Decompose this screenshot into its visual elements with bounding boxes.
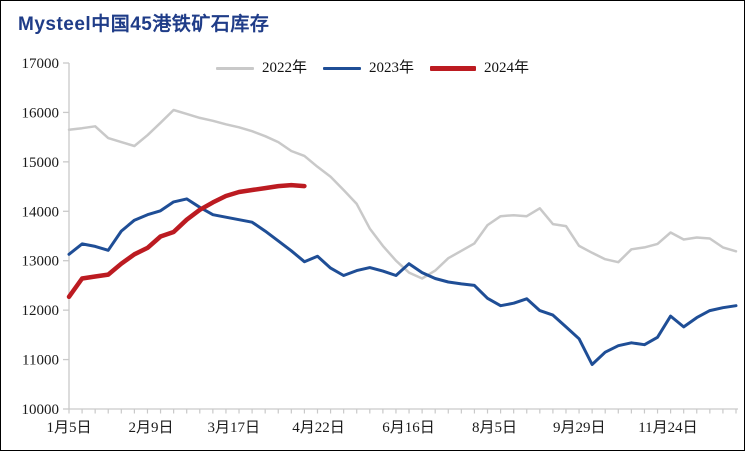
y-tick-label: 14000 bbox=[22, 204, 60, 220]
legend-swatch-icon bbox=[215, 67, 254, 70]
x-tick-label: 8月5日 bbox=[472, 420, 517, 436]
y-tick-label: 15000 bbox=[22, 155, 60, 171]
y-tick-label: 11000 bbox=[22, 353, 59, 369]
series-line-2024 bbox=[66, 182, 307, 300]
legend-swatch-icon bbox=[322, 67, 361, 70]
chart-legend: 2022年 2023年 2024年 bbox=[1, 61, 744, 76]
y-tick-label: 10000 bbox=[22, 402, 60, 418]
y-tick-label: 17000 bbox=[22, 56, 60, 72]
x-tick-label: 3月17日 bbox=[207, 420, 260, 436]
x-tick-label: 9月29日 bbox=[553, 420, 606, 436]
x-tick-label: 1月5日 bbox=[46, 420, 91, 436]
x-tick-label: 6月16日 bbox=[382, 420, 435, 436]
y-tick-label: 16000 bbox=[22, 105, 60, 121]
legend-label: 2023年 bbox=[368, 60, 414, 76]
y-tick-label: 13000 bbox=[22, 254, 60, 270]
x-tick-label: 11月24日 bbox=[638, 420, 697, 436]
x-tick-label: 2月9日 bbox=[129, 420, 174, 436]
legend-item-2022: 2022年 bbox=[215, 60, 307, 76]
series-line-2022 bbox=[67, 108, 738, 280]
legend-label: 2024年 bbox=[484, 60, 530, 76]
legend-item-2023: 2023年 bbox=[322, 60, 414, 76]
legend-swatch-icon bbox=[430, 66, 476, 71]
chart-title: Mysteel中国45港铁矿石库存 bbox=[18, 14, 270, 35]
x-tick-label: 4月22日 bbox=[292, 420, 345, 436]
y-tick-label: 12000 bbox=[22, 303, 60, 319]
legend-label: 2022年 bbox=[261, 60, 307, 76]
series-line-2023 bbox=[67, 197, 738, 366]
legend-item-2024: 2024年 bbox=[430, 61, 529, 76]
